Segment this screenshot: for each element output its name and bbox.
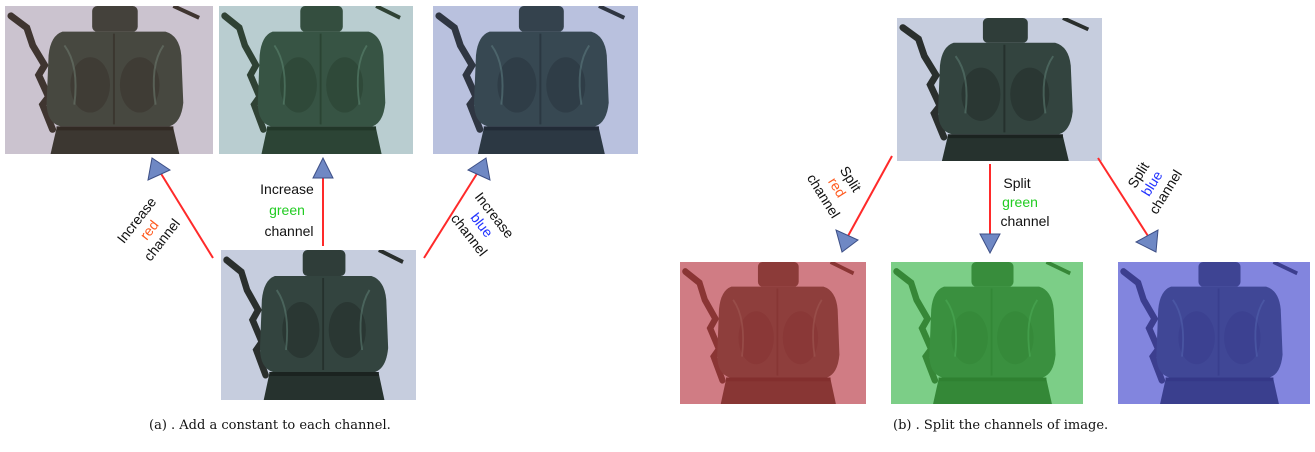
label-increase-green-line3: channel (264, 223, 313, 239)
label-increase-green-line1: Increase (260, 181, 314, 197)
caption-b: (b) . Split the channels of image. (893, 418, 1109, 433)
label-split-red: Split red channel (804, 163, 865, 221)
image-split-blue (1118, 262, 1310, 404)
arrow-split-green (979, 164, 1001, 255)
label-increase-red: Increase red channel (114, 194, 183, 264)
arrow-to-red (147, 157, 214, 259)
panel-b: Split red channel Split green channel Sp… (680, 18, 1310, 404)
image-increased-red (5, 6, 213, 154)
label-split-green: Split green channel (1000, 175, 1049, 229)
panel-a: Increase red channel Increase green chan… (5, 6, 638, 400)
image-original-b (897, 18, 1102, 161)
arrow-to-blue (423, 157, 491, 259)
arrow-split-blue (1097, 157, 1159, 253)
label-split-green-line1: Split (1003, 175, 1030, 191)
label-split-green-line3: channel (1000, 213, 1049, 229)
image-increased-blue (433, 6, 638, 154)
arrow-split-red (835, 155, 893, 253)
caption-a: (a) . Add a constant to each channel. (149, 418, 391, 433)
image-original-a (221, 250, 416, 400)
image-split-green (891, 262, 1083, 404)
arrow-to-green (312, 156, 334, 246)
label-increase-green-word: green (269, 202, 305, 218)
image-increased-green (219, 6, 413, 154)
label-increase-blue: Increase blue channel (448, 189, 518, 259)
image-split-red (680, 262, 866, 404)
label-split-green-word: green (1002, 194, 1038, 210)
label-increase-green: Increase green channel (260, 181, 314, 239)
